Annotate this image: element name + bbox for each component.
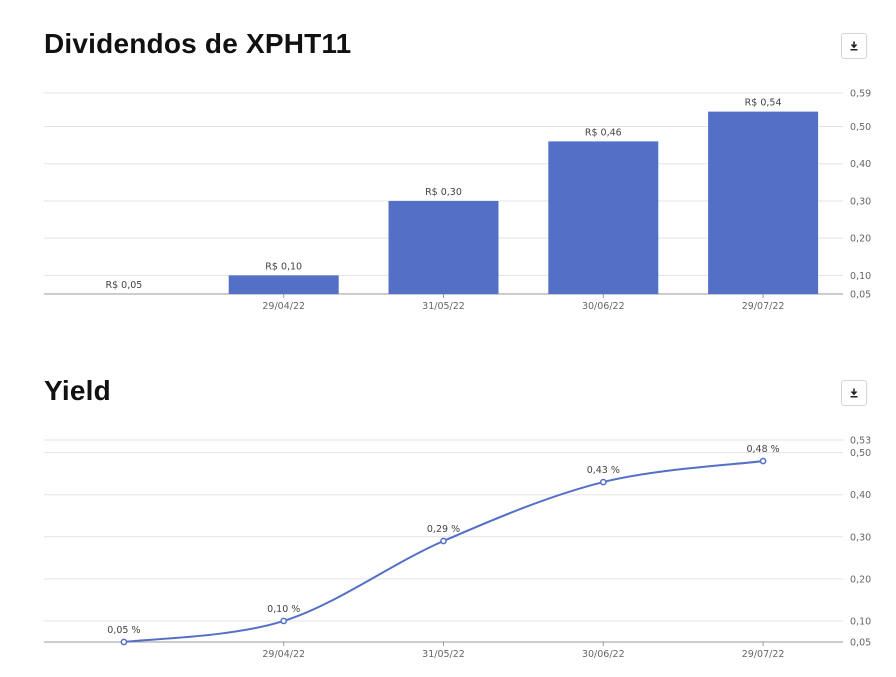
- yield-point-label: 0,48 %: [746, 444, 779, 455]
- dividends-x-tick-label: 29/04/22: [262, 301, 305, 312]
- dividend-bar: [388, 200, 499, 294]
- dividends-x-tick-label: 30/06/22: [582, 301, 625, 312]
- dividends-y-tick-label: 0,10: [850, 271, 871, 282]
- yield-y-tick-label: 0,53: [850, 436, 871, 447]
- dividends-y-tick-label: 0,40: [850, 159, 871, 170]
- download-icon: [850, 388, 858, 398]
- yield-x-tick-label: 29/07/22: [742, 649, 785, 660]
- yield-point-label: 0,29 %: [427, 524, 460, 535]
- dividends-y-tick-label: 0,30: [850, 196, 871, 207]
- dividend-bar-label: R$ 0,30: [425, 187, 462, 198]
- yield-series-line: [123, 460, 764, 643]
- yield-point: [440, 537, 447, 545]
- dividend-bar-label: R$ 0,05: [105, 280, 142, 291]
- dividend-bar: [548, 141, 659, 294]
- dividends-bar-chart: 0,05 0,10 0,20 0,30 0,40 0,50 0,59 29/04/22 31/0…: [44, 89, 871, 312]
- yield-point-label: 0,10 %: [267, 604, 300, 615]
- dividend-bar-label: R$ 0,54: [745, 98, 782, 109]
- yield-x-tick-label: 31/05/22: [422, 649, 465, 660]
- dividends-download-button[interactable]: [841, 33, 867, 59]
- yield-point: [120, 638, 128, 646]
- dividend-bar: [708, 111, 819, 294]
- dividend-bar-label: R$ 0,46: [585, 127, 622, 138]
- yield-line-chart: 0,05 0,10 0,20 0,30 0,40 0,500,53 29/04/22 31/0…: [44, 436, 871, 660]
- dividends-x-tick-label: 31/05/22: [422, 301, 465, 312]
- yield-point-label: 0,05 %: [107, 625, 140, 636]
- yield-x-tick-label: 30/06/22: [582, 649, 625, 660]
- yield-download-button[interactable]: [841, 380, 867, 406]
- dividends-y-tick-label: 0,50: [850, 122, 871, 133]
- dividends-chart-title: Dividendos de XPHT11: [44, 28, 352, 59]
- download-icon: [850, 41, 858, 51]
- yield-point: [280, 617, 288, 625]
- dividends-x-tick-label: 29/07/22: [742, 301, 785, 312]
- dividend-bar: [228, 275, 339, 294]
- yield-y-tick-label: 0,10: [850, 616, 871, 627]
- dividends-y-tick-label: 0,20: [850, 234, 871, 245]
- dividend-bar-label: R$ 0,10: [265, 261, 302, 272]
- yield-y-tick-label: 0,40: [850, 490, 871, 501]
- yield-y-tick-label: 0,50: [850, 448, 871, 459]
- yield-y-tick-label: 0,05: [850, 638, 871, 649]
- yield-y-tick-label: 0,30: [850, 532, 871, 543]
- dividends-y-tick-label: 0,59: [850, 89, 871, 100]
- yield-chart-title: Yield: [44, 375, 111, 406]
- yield-point-label: 0,43 %: [587, 465, 620, 476]
- yield-y-tick-label: 0,20: [850, 574, 871, 585]
- yield-point: [759, 457, 767, 465]
- yield-x-tick-label: 29/04/22: [262, 649, 305, 660]
- yield-point: [599, 478, 607, 486]
- dividends-y-tick-label: 0,05: [850, 290, 871, 301]
